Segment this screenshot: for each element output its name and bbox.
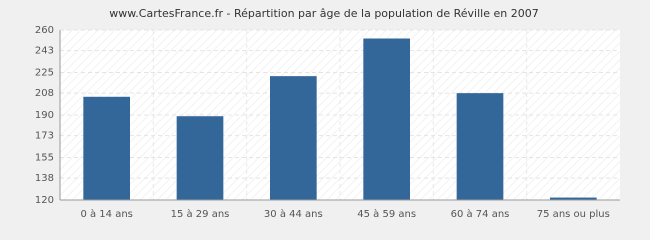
chart-title: www.CartesFrance.fr - Répartition par âg… <box>109 7 538 20</box>
bar <box>270 76 317 200</box>
y-tick-label: 120 <box>35 195 54 206</box>
x-tick-label: 60 à 74 ans <box>451 208 510 220</box>
bar <box>83 96 130 200</box>
x-tick-label: 75 ans ou plus <box>537 209 610 220</box>
y-tick-label: 138 <box>35 173 54 184</box>
y-tick-label: 243 <box>35 46 54 57</box>
y-tick-label: 190 <box>35 110 54 121</box>
y-tick-label: 173 <box>35 131 54 142</box>
page: www.CartesFrance.fr - Répartition par âg… <box>34 7 620 220</box>
bar <box>363 38 410 200</box>
bar <box>176 116 224 200</box>
y-tick-label: 225 <box>35 68 54 79</box>
bar <box>550 197 597 200</box>
x-tick-label: 30 à 44 ans <box>264 208 323 220</box>
x-tick-label: 15 à 29 ans <box>171 208 230 220</box>
bar <box>456 93 504 200</box>
x-tick-label: 45 à 59 ans <box>357 208 416 220</box>
x-tick-label: 0 à 14 ans <box>80 208 132 220</box>
y-tick-label: 208 <box>35 88 54 99</box>
y-tick-label: 260 <box>35 25 54 36</box>
chart: www.CartesFrance.fr - Répartition par âg… <box>34 7 620 220</box>
y-tick-label: 155 <box>35 153 54 164</box>
